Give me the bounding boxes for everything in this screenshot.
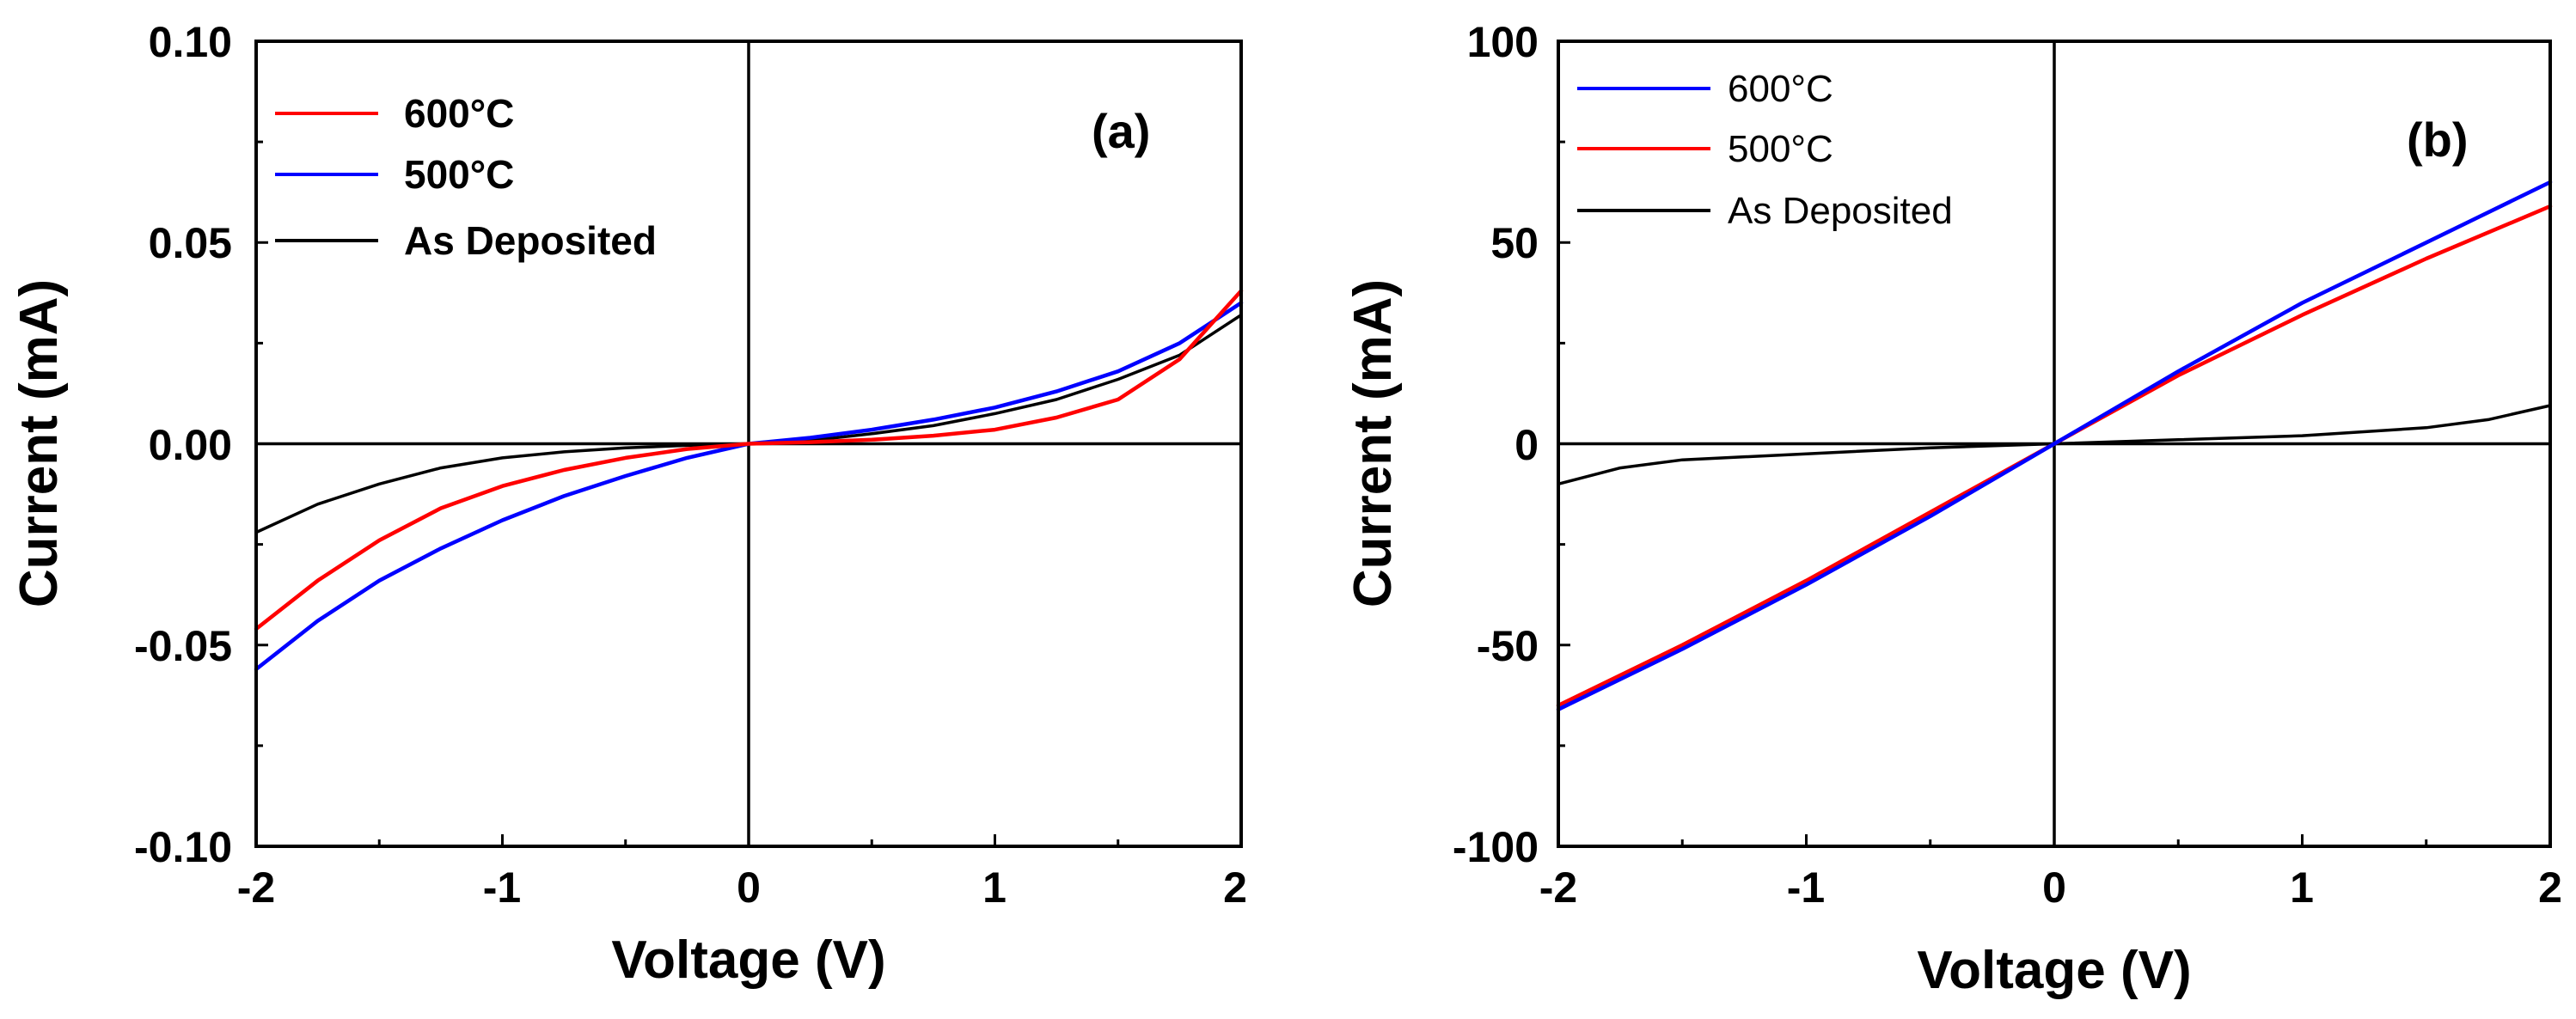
legend-label-as-deposited: As Deposited bbox=[404, 218, 657, 263]
panel-b-series-600c bbox=[1556, 180, 2553, 711]
legend-label-as-deposited: As Deposited bbox=[1728, 190, 1953, 232]
panel-a-ytick-label: 0.10 bbox=[149, 18, 232, 66]
panel-a-ytick-label: 0.05 bbox=[149, 219, 232, 267]
legend-label-600c: 600°C bbox=[404, 91, 514, 136]
panel-b-x-axis-title: Voltage (V) bbox=[1917, 941, 2191, 1000]
panel-b-xtick-label: -1 bbox=[1787, 863, 1825, 912]
panel-a-series-600c bbox=[254, 289, 1244, 632]
panel-b-y-axis-title: Current (mA) bbox=[1343, 279, 1403, 607]
panel-b-ytick-label: -50 bbox=[1477, 622, 1539, 670]
panel-b-ytick-label: -100 bbox=[1453, 823, 1539, 871]
panel-a-marks bbox=[254, 40, 1244, 848]
panel-a: 0.10 0.05 0.00 -0.05 -0.10 -2 -1 0 1 2 V… bbox=[9, 18, 1247, 990]
panel-b-xtick-label: 0 bbox=[2042, 863, 2066, 912]
panel-b-marks bbox=[1556, 40, 2553, 848]
legend-label-500c: 500°C bbox=[1728, 128, 1833, 170]
panel-b-frame bbox=[1557, 40, 2552, 848]
panel-a-ytick-label: 0.00 bbox=[149, 421, 232, 469]
panel-a-xtick-label: -2 bbox=[237, 863, 275, 912]
panel-b-xtick-label: -2 bbox=[1539, 863, 1577, 912]
panel-a-xtick-label: -1 bbox=[483, 863, 521, 912]
panel-b-xtick-label: 2 bbox=[2538, 863, 2562, 912]
panel-a-xtick-label: 1 bbox=[982, 863, 1007, 912]
panel-a-x-axis-title: Voltage (V) bbox=[611, 931, 885, 990]
panel-b-legend: 600°C 500°C As Deposited bbox=[1577, 68, 1953, 232]
panel-b-ytick-label: 50 bbox=[1490, 219, 1539, 267]
panel-a-label: (a) bbox=[1092, 104, 1150, 158]
panel-b: 100 50 0 -50 -100 -2 -1 0 1 2 Voltage (V… bbox=[1343, 18, 2562, 1000]
legend-label-600c: 600°C bbox=[1728, 68, 1833, 110]
panel-b-ytick-label: 100 bbox=[1467, 18, 1539, 66]
panel-a-xtick-label: 2 bbox=[1223, 863, 1247, 912]
legend-label-500c: 500°C bbox=[404, 152, 514, 197]
panel-a-ytick-label: -0.05 bbox=[134, 622, 232, 670]
panel-b-xtick-label: 1 bbox=[2290, 863, 2314, 912]
panel-a-xtick-label: 0 bbox=[737, 863, 761, 912]
panel-a-legend: 600°C 500°C As Deposited bbox=[275, 91, 657, 263]
panel-a-frame bbox=[254, 40, 1243, 848]
panel-a-ytick-label: -0.10 bbox=[134, 823, 232, 871]
panel-b-ytick-label: 0 bbox=[1514, 421, 1539, 469]
panel-a-y-axis-title: Current (mA) bbox=[9, 279, 69, 607]
panel-b-label: (b) bbox=[2407, 113, 2469, 167]
